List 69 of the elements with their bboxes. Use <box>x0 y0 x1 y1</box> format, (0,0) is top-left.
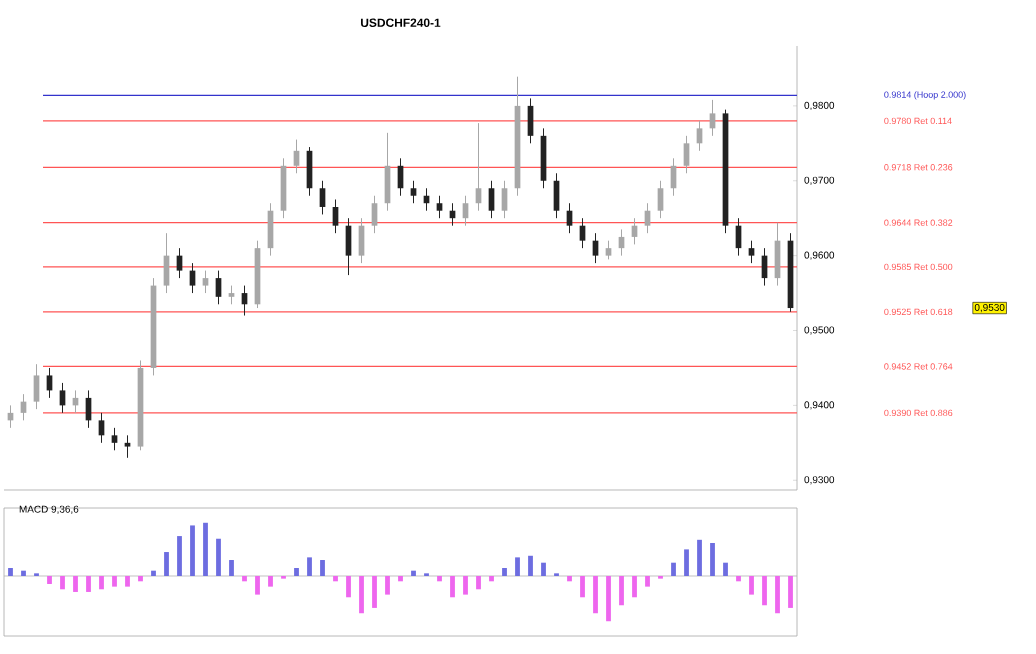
bar <box>372 575 377 608</box>
bar <box>645 575 650 587</box>
bar <box>697 539 702 576</box>
candlestick <box>410 180 417 204</box>
candlestick <box>228 285 235 305</box>
bar <box>723 562 728 576</box>
bar <box>229 560 234 576</box>
bar <box>21 570 26 576</box>
candlestick <box>111 427 118 451</box>
candlestick <box>488 180 495 219</box>
candlestick <box>124 434 131 459</box>
bar <box>307 557 312 576</box>
bar <box>632 575 637 598</box>
bar <box>567 575 572 582</box>
candlestick <box>748 240 755 264</box>
bar <box>333 575 338 582</box>
candlestick <box>501 180 508 219</box>
bar <box>593 575 598 614</box>
bar <box>242 575 247 582</box>
bar <box>138 575 143 582</box>
bar <box>8 568 13 576</box>
bar <box>203 522 208 576</box>
bar <box>73 575 78 592</box>
bar <box>489 575 494 582</box>
bar <box>515 557 520 576</box>
bar <box>684 549 689 576</box>
bar <box>580 575 585 598</box>
bar <box>164 552 169 576</box>
bar <box>437 575 442 582</box>
bar <box>710 542 715 576</box>
bar <box>411 570 416 576</box>
bar <box>762 575 767 606</box>
bar <box>216 538 221 576</box>
bar <box>99 575 104 590</box>
bar <box>320 560 325 576</box>
bar <box>775 575 780 614</box>
bar <box>749 575 754 595</box>
bar <box>86 575 91 592</box>
bar <box>255 575 260 595</box>
candlestick <box>683 135 690 174</box>
bar <box>541 562 546 576</box>
candlestick <box>202 270 209 294</box>
bar <box>736 575 741 582</box>
candlestick <box>33 363 40 410</box>
bar <box>268 575 273 587</box>
bar <box>151 570 156 576</box>
bar <box>125 575 130 587</box>
candlestick <box>605 240 612 260</box>
bar <box>606 575 611 622</box>
bar <box>788 575 793 608</box>
bar <box>619 575 624 606</box>
bar <box>385 575 390 595</box>
candlestick <box>436 195 443 219</box>
bar <box>294 568 299 576</box>
bar <box>190 525 195 576</box>
bar <box>359 575 364 614</box>
bar <box>450 575 455 598</box>
bar <box>476 575 481 590</box>
bar <box>47 575 52 584</box>
bar <box>671 562 676 576</box>
bar <box>60 575 65 590</box>
bar <box>502 568 507 576</box>
bar <box>463 575 468 595</box>
bar <box>112 575 117 587</box>
bar <box>528 555 533 576</box>
bar <box>398 575 403 582</box>
candlestick <box>657 180 664 219</box>
bar <box>346 575 351 598</box>
bar <box>177 536 182 576</box>
